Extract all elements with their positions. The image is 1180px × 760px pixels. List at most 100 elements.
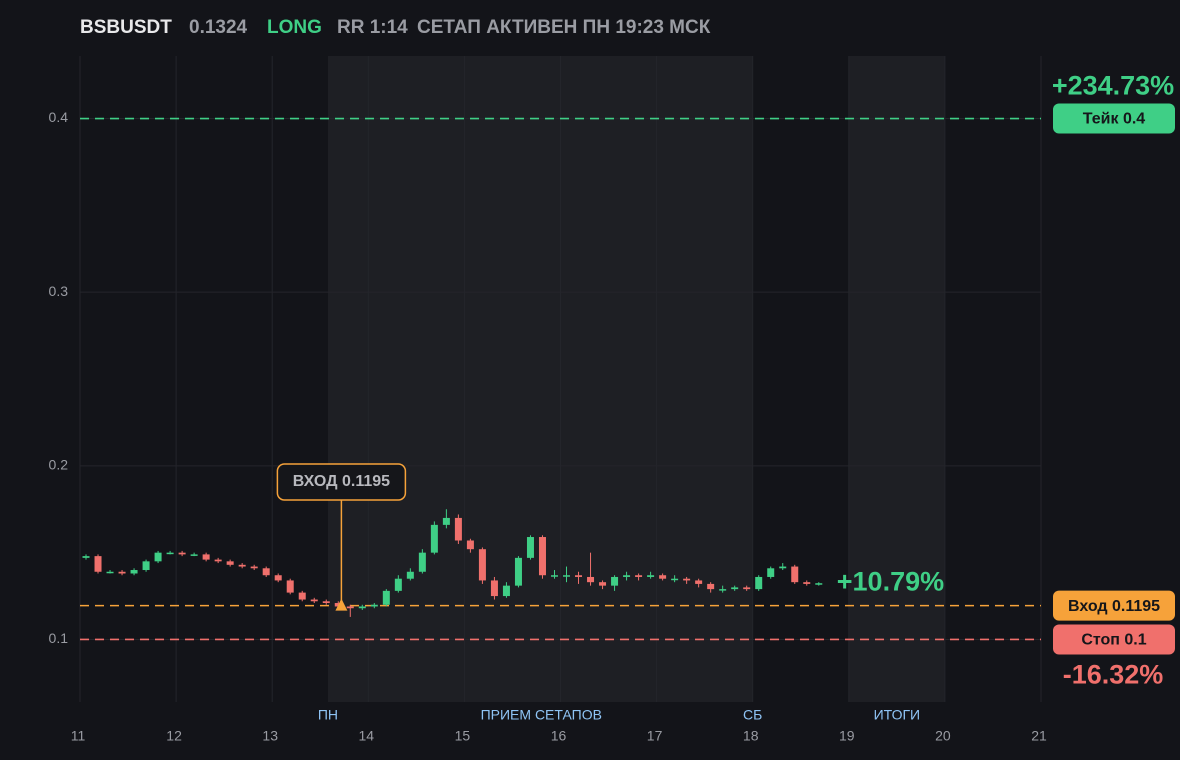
level-label: Тейк 0.4 [1083,111,1146,128]
y-tick-label: 0.1 [49,630,69,646]
level-label: Вход 0.1195 [1068,598,1160,615]
session-label: ПРИЕМ СЕТАПОВ [481,707,602,723]
last-change: +10.79% [837,566,944,596]
x-tick-label: 21 [1031,728,1047,744]
entry-callout-label: ВХОД 0.1195 [293,473,390,490]
side: LONG [267,17,322,38]
candle-body [382,590,390,605]
candle-body [767,568,775,577]
candle-body [322,601,330,604]
candle-body [478,549,486,581]
x-tick-label: 11 [71,728,86,744]
session-label: ПН [318,707,338,723]
candle-body [538,537,546,576]
candle-body [154,552,162,562]
candle-body [454,517,462,541]
candle-body [430,524,438,553]
x-tick-label: 14 [359,728,375,744]
x-tick-label: 18 [743,728,759,744]
x-tick-label: 19 [839,728,855,744]
candle-body [647,575,655,577]
level-badge [1053,590,1175,621]
candle-body [142,561,150,571]
candle-body [707,583,715,590]
shaded-period [327,56,753,702]
x-tick-label: 13 [262,728,278,744]
candle-body [274,575,282,581]
y-tick-label: 0.2 [49,457,69,473]
candle-body [490,580,498,597]
candle-body [563,575,571,577]
candle-body [575,575,583,577]
candle-body [238,564,246,567]
candle-body [442,517,450,525]
candle-body [118,571,126,574]
candle-body [250,566,258,569]
candle-body [587,576,595,583]
candle-body [166,552,174,555]
y-tick-label: 0.3 [49,283,69,299]
candle-body [466,540,474,550]
candle-body [298,592,306,600]
risk-reward: RR 1:14 [337,17,408,38]
candle-body [358,606,366,609]
candle-body [346,606,354,609]
level-badge [1053,103,1175,134]
candle-body [394,578,402,591]
candle-body [611,576,619,586]
x-tick-label: 15 [455,728,471,744]
x-tick-label: 12 [166,728,182,744]
candle-body [719,589,727,591]
candle-body [526,537,534,558]
candle-body [731,587,739,590]
session-label: ИТОГИ [874,707,921,723]
x-tick-label: 17 [647,728,663,744]
backdrop-layer: 0.1 0.2 0.3 0.4 11 12 13 14 15 16 17 18 19 20 21 ПН ПРИЕ… [49,56,1047,744]
candle-body [82,556,90,558]
candle-body [695,580,703,584]
x-tick-label: 20 [935,728,951,744]
candle-body [671,578,679,581]
candle-body [755,576,763,590]
x-tick-label: 16 [551,728,567,744]
candle-body [791,566,799,583]
candle-body [334,603,342,607]
price: 0.1324 [189,17,248,38]
candle-body [779,566,787,569]
entry-marker [335,598,348,611]
session-label: СБ [743,707,762,723]
status: СЕТАП АКТИВЕН ПН 19:23 МСК [417,17,711,38]
y-tick-label: 0.4 [49,109,69,125]
plot-layer: Тейк 0.4 +234.73% Вход 0.1195 Стоп 0.1 -16.3… [80,71,1175,690]
entry-callout [276,463,407,501]
candle-body [418,552,426,572]
candle-body [815,583,823,585]
level-badge [1053,624,1175,655]
candle-body [106,571,114,574]
shaded-period [848,56,945,702]
candle-body [406,571,414,579]
candle-body [94,556,102,572]
symbol: BSBUSDT [80,17,172,38]
candle-body [262,568,270,576]
candle-body [202,554,210,560]
candle-body [514,557,522,586]
level-change: +234.73% [1052,71,1174,101]
candle-body [659,575,667,579]
candle-body [130,570,138,574]
candle-body [743,587,751,590]
candle-body [599,582,607,586]
candle-body [286,580,294,593]
candle-body [190,554,198,556]
candle-body [550,575,558,577]
candle-body [635,575,643,577]
candle-body [370,604,378,607]
candle-body [502,585,510,597]
candle-body [226,561,234,565]
candle-body [310,599,318,602]
candle-body [178,552,186,555]
candle-body [803,582,811,584]
candle-body [214,559,222,562]
